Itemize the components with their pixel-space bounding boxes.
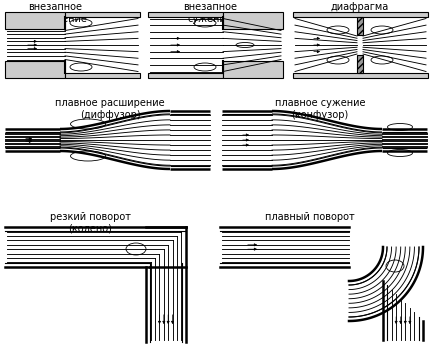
Bar bbox=[293, 73, 428, 78]
Bar bbox=[5, 12, 65, 29]
Bar bbox=[150, 247, 186, 267]
Bar bbox=[357, 17, 363, 35]
Text: диафрагма: диафрагма bbox=[331, 2, 389, 12]
Bar bbox=[223, 61, 283, 78]
Text: внезапное
сужение: внезапное сужение bbox=[183, 2, 237, 23]
Text: внезапное
расширение: внезапное расширение bbox=[23, 2, 87, 23]
Bar bbox=[148, 73, 223, 78]
Text: резкий поворот
(колено): резкий поворот (колено) bbox=[49, 212, 130, 233]
Bar bbox=[293, 12, 428, 17]
Bar bbox=[65, 12, 140, 17]
Text: плавное сужение
(конфузор): плавное сужение (конфузор) bbox=[275, 98, 365, 120]
Bar bbox=[65, 73, 140, 78]
Bar bbox=[223, 12, 283, 29]
Bar bbox=[148, 12, 223, 17]
Text: плавное расширение
(диффузор): плавное расширение (диффузор) bbox=[55, 98, 165, 120]
Bar bbox=[5, 61, 65, 78]
Text: плавный поворот: плавный поворот bbox=[265, 212, 355, 222]
Bar bbox=[357, 55, 363, 73]
